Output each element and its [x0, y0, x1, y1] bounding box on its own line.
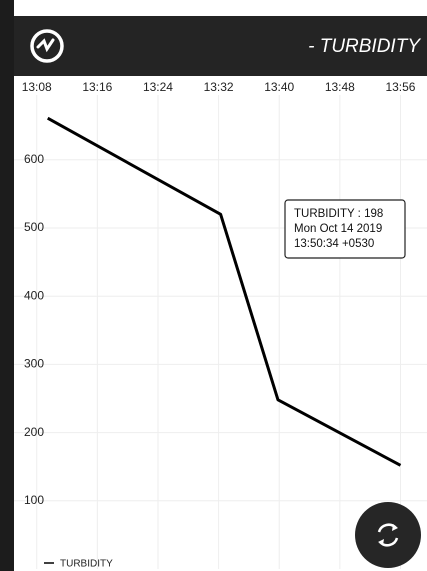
refresh-arrows	[378, 524, 398, 545]
x-tick-label: 13:56	[385, 80, 415, 94]
app-title: - TURBIDITY	[308, 36, 421, 57]
legend-label: TURBIDITY	[60, 559, 113, 570]
logo-ring	[30, 29, 64, 63]
x-tick-label: 13:16	[82, 80, 112, 94]
refresh-circle	[355, 502, 421, 568]
app-bar	[14, 16, 427, 76]
x-tick-label: 13:24	[143, 80, 173, 94]
app-logo[interactable]	[30, 29, 64, 63]
x-tick-label: 13:40	[264, 80, 294, 94]
tooltip-line: TURBIDITY : 198	[294, 208, 383, 220]
y-tick-label: 100	[24, 493, 44, 507]
tooltip-line: Mon Oct 14 2019	[294, 223, 382, 235]
x-tick-label: 13:32	[204, 80, 234, 94]
tooltip-line: 13:50:34 +0530	[294, 238, 374, 250]
y-tick-label: 300	[24, 357, 44, 371]
y-tick-label: 200	[24, 425, 44, 439]
refresh-button[interactable]	[355, 502, 421, 568]
chart: 13:08 13:16 13:24 13:32 13:40 13:48 13:56 100 20…	[14, 80, 427, 570]
x-tick-label: 13:48	[325, 80, 355, 94]
left-border	[0, 0, 14, 571]
tooltip: TURBIDITY : 198 Mon Oct 14 2019 13:50:34…	[284, 199, 406, 259]
tooltip-box	[284, 199, 406, 259]
y-tick-label: 500	[24, 220, 44, 234]
logo-mark	[36, 38, 55, 53]
x-tick-label: 13:08	[22, 80, 52, 94]
y-tick-label: 600	[24, 152, 44, 166]
y-tick-label: 400	[24, 288, 44, 302]
top-margin	[14, 0, 427, 16]
data-line	[46, 116, 402, 467]
